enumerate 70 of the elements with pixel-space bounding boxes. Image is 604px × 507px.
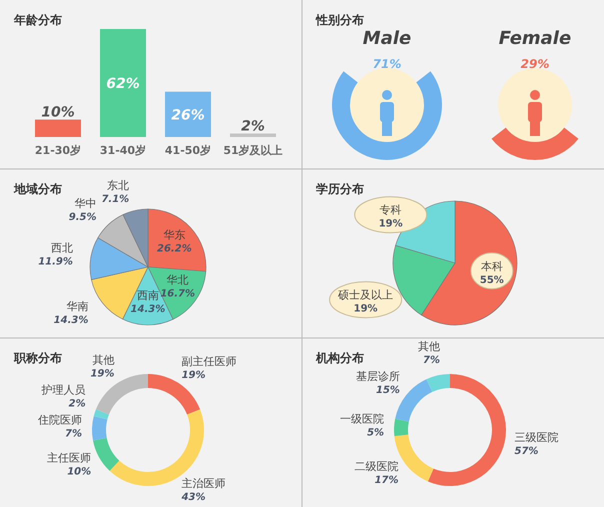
slice-label: 西南 <box>136 288 159 302</box>
data-label: 71% <box>372 57 402 71</box>
data-label: 43% <box>180 492 206 504</box>
slice-label: 二级医院 <box>354 460 399 474</box>
data-label: 7.1% <box>101 194 130 205</box>
chart-title: 地域分布 <box>13 182 62 196</box>
x-tick-label: 41-50岁 <box>164 144 212 157</box>
data-label: 26% <box>171 107 205 124</box>
text: 性别分布 <box>315 13 364 27</box>
slice-label: 西北 <box>50 241 73 254</box>
slice-label: 基层诊所 <box>356 370 400 384</box>
bar <box>230 134 276 137</box>
bar <box>165 92 211 137</box>
data-label: 11.9% <box>38 256 73 268</box>
slice-label: 主任医师 <box>47 452 92 465</box>
data-label: 7% <box>65 428 82 440</box>
data-label: 16.7% <box>160 288 196 300</box>
slice-label: 其他 <box>418 340 440 354</box>
slice-label: 东北 <box>107 178 130 192</box>
data-label: 14.3% <box>130 304 166 315</box>
x-tick-label: 31-40岁 <box>100 144 146 157</box>
slice-label: 专科 <box>380 204 402 217</box>
x-tick-label: 21-30岁 <box>34 144 82 157</box>
slice-label: 华北 <box>166 273 189 286</box>
slice-label: 其他 <box>92 354 114 367</box>
donut-slice <box>92 416 108 440</box>
data-label: 55% <box>480 274 504 286</box>
bar <box>100 29 146 137</box>
slice-label: 一级医院 <box>340 412 384 426</box>
donut-slice <box>428 374 506 486</box>
chart-title: 年龄分布 <box>13 13 62 27</box>
slice-label: 华东 <box>163 228 186 242</box>
data-label: 29% <box>520 57 550 71</box>
slice-label: 华中 <box>74 197 96 210</box>
donut-slice <box>394 418 409 436</box>
donut-slice <box>426 374 450 392</box>
slice-label: 本科 <box>480 260 503 273</box>
slice-label: 住院医师 <box>38 414 82 427</box>
slice-label: 副主任医师 <box>182 354 237 368</box>
data-label: 19% <box>90 368 114 380</box>
donut-slice <box>94 409 109 420</box>
data-label: 10% <box>67 466 92 478</box>
data-label: 26.2% <box>157 244 192 255</box>
data-label: 57% <box>514 446 538 457</box>
text: 机构分布 <box>315 351 364 365</box>
data-label: 7% <box>423 355 440 366</box>
data-label: 62% <box>106 76 140 92</box>
slice-label: 三级医院 <box>514 430 558 444</box>
category-label: Male <box>362 28 412 49</box>
chart-title: 学历分布 <box>316 182 364 196</box>
data-label: 9.5% <box>68 212 96 224</box>
slice-label: 硕士及以上 <box>337 288 394 302</box>
slice-label: 华南 <box>66 300 88 314</box>
chart-title: 职称分布 <box>13 351 62 365</box>
data-label: 17% <box>374 475 399 486</box>
data-label: 2% <box>68 398 86 410</box>
data-label: 2% <box>241 118 265 135</box>
data-label: 15% <box>376 385 400 396</box>
slice-label: 主治医师 <box>182 477 226 490</box>
data-label: 19% <box>182 370 206 381</box>
data-label: 19% <box>354 304 378 315</box>
category-label: Female <box>498 28 572 49</box>
x-tick-label: 51岁及以上 <box>223 144 283 157</box>
data-label: 10% <box>41 104 75 121</box>
slice-label: 护理人员 <box>40 384 86 397</box>
data-label: 5% <box>367 428 384 439</box>
data-label: 14.3% <box>54 315 88 326</box>
donut-slice <box>92 438 120 471</box>
bar <box>35 120 81 137</box>
data-label: 19% <box>378 218 403 230</box>
